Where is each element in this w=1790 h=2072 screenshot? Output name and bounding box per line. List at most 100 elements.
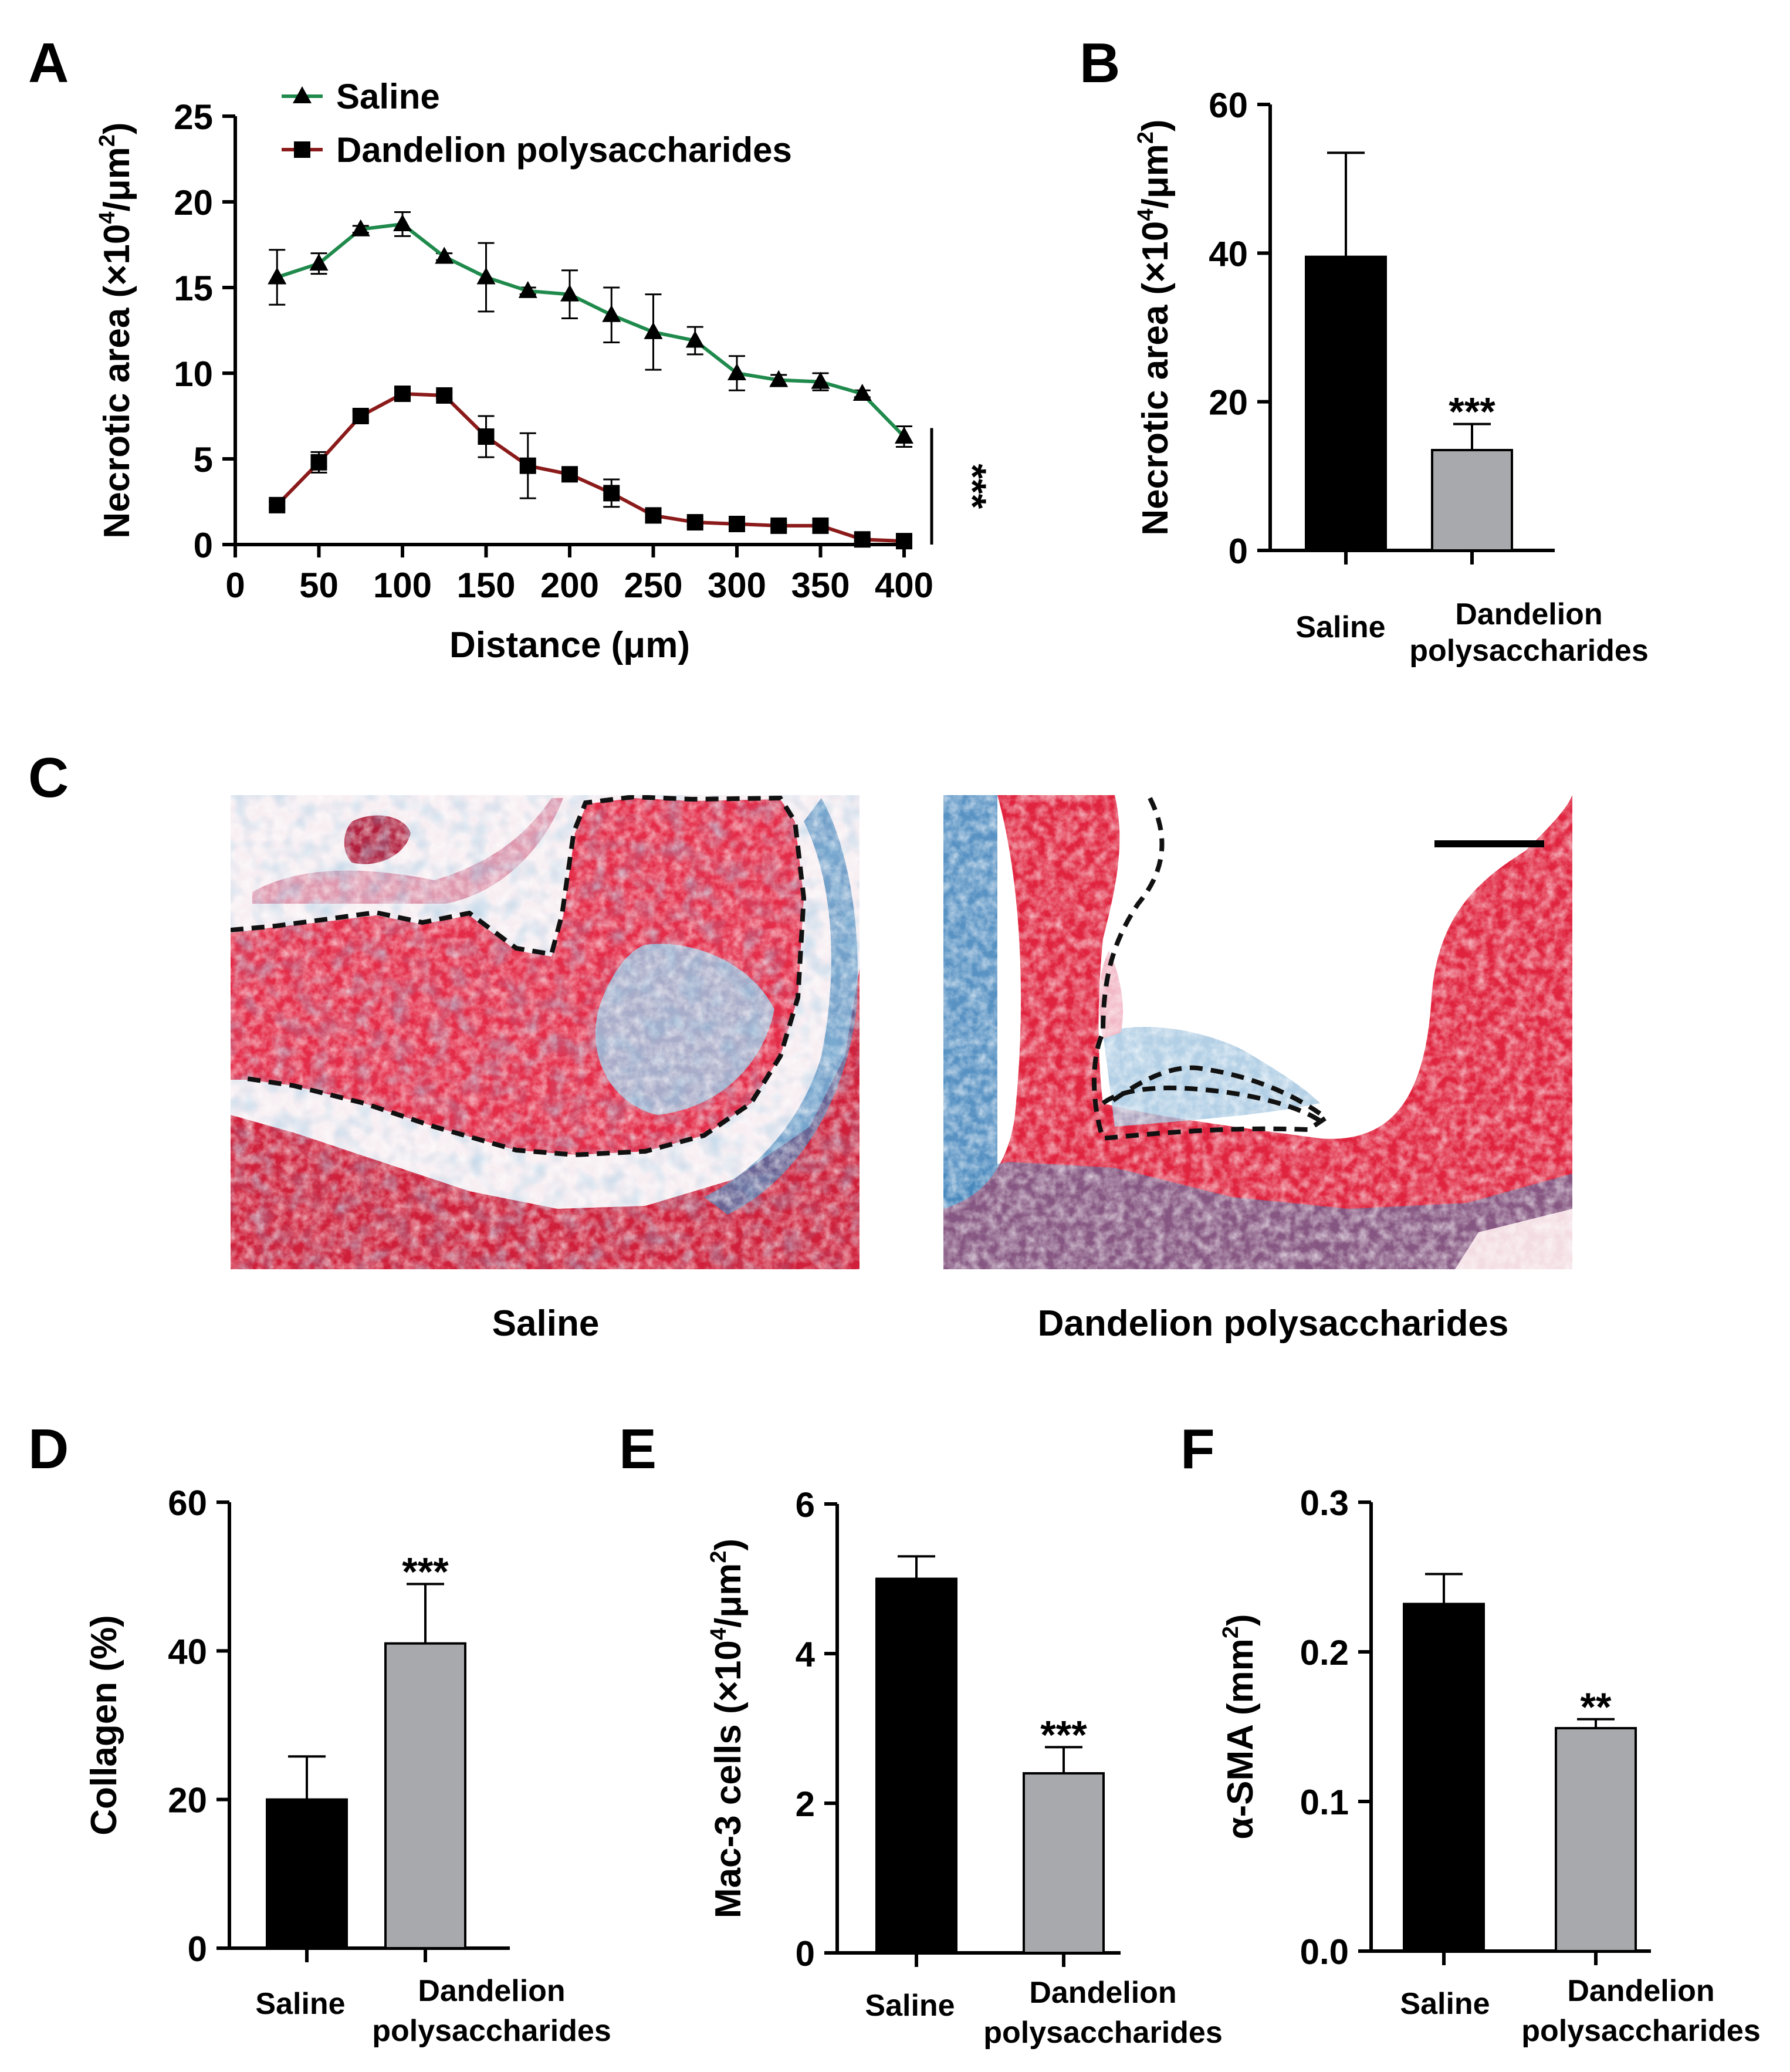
micrograph-caption-saline: Saline [492,1303,600,1344]
data-point-saline [644,322,663,339]
x-category-label-dandelion: Dandelion [1455,597,1602,631]
x-tick-label: 250 [624,566,682,605]
data-point-saline [560,284,579,302]
y-axis-label-part: /μm [708,1563,749,1628]
y-axis-label-part: /μm [1135,144,1176,208]
panel-label-f: F [1180,1418,1215,1481]
legend-label: Dandelion polysaccharides [336,130,792,170]
y-tick-label: 0 [194,526,213,565]
data-point-dandelion [310,454,327,471]
y-axis-label-part: Necrotic area (×10 [1135,221,1176,536]
x-tick-label: 200 [540,566,599,605]
data-point-saline [852,384,872,401]
series-line-saline [276,222,906,438]
data-point-dandelion [394,386,411,403]
y-tick-label: 0.0 [1300,1932,1349,1972]
y-tick-label: 0 [796,1934,815,1973]
y-tick-label: 40 [1209,234,1248,273]
panel-f-bar-chart: 0.0 0.1 0.2 0.3 ** Saline Dandelion polysacchar… [1219,1483,1761,2048]
legend-label: Saline [336,77,440,116]
data-point-dandelion [519,457,536,474]
y-axis-label-part: 4 [1133,209,1158,221]
panel-label-d: D [28,1418,69,1481]
bar-saline [266,1798,348,1950]
data-point-saline [476,267,496,285]
x-axis-label: Distance (μm) [449,625,690,665]
data-point-saline [435,246,454,264]
panel-label-c: C [28,746,69,809]
y-axis-label-part: 2 [1133,131,1158,144]
x-tick-label: 0 [225,566,245,605]
x-category-label-dandelion: Dandelion [1567,1974,1714,2008]
x-category-label-saline: Saline [1400,1987,1490,2021]
data-point-saline [685,330,705,348]
x-tick-label: 100 [373,566,432,605]
significance-marker: *** [402,1549,449,1594]
bar-dandelion [1555,1727,1637,1953]
y-axis-label: Collagen (%) [84,1615,124,1835]
y-tick-label: 15 [174,269,213,308]
panel-e-bar-chart: 0 2 4 6 *** Saline Dandelion polysaccharides Mac… [706,1485,1223,2050]
data-point-saline [769,370,789,387]
x-category-label-polysaccharides: polysaccharides [372,2014,611,2048]
data-point-dandelion [436,387,453,404]
y-tick-label: 60 [1209,86,1248,125]
y-tick-label: 6 [796,1485,815,1525]
legend-marker [294,141,310,158]
bar-saline [1403,1603,1485,1952]
y-axis-label: α-SMA (mm2) [1219,1614,1261,1839]
data-point-dandelion [603,485,620,502]
data-point-dandelion [478,428,495,445]
x-category-label-dandelion: Dandelion [418,1974,565,2008]
y-axis-label-part: Mac-3 cells (×10 [708,1640,749,1918]
y-tick-label: 60 [168,1483,207,1523]
y-axis-label: Mac-3 cells (×104/μm2) [706,1539,749,1918]
y-axis-label-part: ) [97,122,137,134]
significance-marker: ** [1581,1685,1612,1729]
panel-label-b: B [1080,32,1120,94]
x-tick-label: 300 [708,566,766,605]
micrograph-caption-dandelion: Dandelion polysaccharides [1038,1303,1509,1344]
y-tick-label: 20 [168,1781,207,1820]
y-tick-label: 40 [168,1632,207,1671]
significance-marker: *** [1040,1712,1087,1757]
panel-b-bar-chart: 0 20 40 60 *** Saline Dandelionpolysaccharides… [1133,86,1649,668]
bar-saline [875,1577,957,1954]
x-category-label-saline: Saline [1295,610,1385,644]
x-tick-label: 50 [299,566,339,605]
y-tick-label: 0.3 [1300,1483,1349,1523]
y-axis-label-part: 2 [95,134,120,147]
y-axis-label-part: α-SMA (mm [1220,1638,1261,1839]
data-point-dandelion [645,507,662,524]
micrograph-dandelion [943,795,1572,1269]
y-tick-label: 0 [1229,532,1248,571]
y-tick-label: 20 [174,183,213,222]
y-axis-label: Necrotic area (×104/μm2) [95,122,137,538]
series-line-dandelion [276,392,905,543]
data-point-dandelion [896,533,912,550]
data-point-saline [268,267,287,285]
data-point-dandelion [812,517,829,534]
panel-label-e: E [619,1418,657,1481]
data-point-dandelion [729,515,745,532]
panel-c-micrographs: Saline Dandelion polysaccharides [231,795,1572,1344]
y-axis-label-part: 2 [1219,1626,1243,1638]
panel-d-bar-chart: 0 20 40 60 *** Saline Dandelion polysaccharides… [84,1483,611,2048]
data-point-saline [727,363,746,380]
y-tick-label: 0.1 [1300,1783,1349,1822]
x-category-label-polysaccharides: polysaccharides [1521,2014,1761,2048]
y-tick-label: 25 [174,97,213,137]
x-category-label-saline: Saline [865,1989,955,2023]
y-tick-label: 4 [796,1635,816,1674]
y-tick-label: 0 [188,1929,207,1969]
data-point-dandelion [686,514,703,531]
data-point-dandelion [352,408,369,424]
y-tick-label: 20 [1209,383,1248,422]
y-axis-label-part: 2 [706,1551,731,1563]
significance-marker: *** [951,464,994,509]
data-point-saline [351,219,370,236]
y-axis-label-part: ) [1220,1614,1261,1626]
data-point-dandelion [854,531,871,548]
y-axis-label-part: Necrotic area (×10 [97,224,137,539]
